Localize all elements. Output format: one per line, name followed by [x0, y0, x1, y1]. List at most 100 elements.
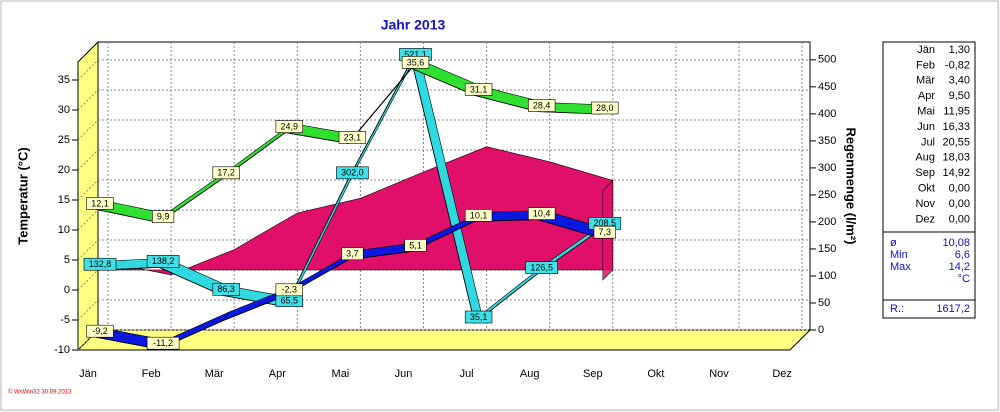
summary-month: Jän [917, 44, 935, 56]
y-tick-label: -5 [60, 314, 70, 326]
grid-line [77, 179, 99, 201]
data-label-box [527, 207, 556, 220]
data-label: 521,1 [404, 49, 427, 59]
summary-value: 0,00 [949, 198, 970, 210]
summary-total-label: R.: [890, 303, 904, 315]
grid-line [77, 209, 99, 231]
data-label-box [336, 166, 369, 180]
data-label-box [404, 239, 427, 252]
y2-tick-label: 400 [818, 108, 836, 120]
y2-tick-label: 250 [818, 189, 836, 201]
summary-month: Apr [918, 90, 935, 102]
data-label: 302,0 [341, 168, 364, 178]
summary-stat-value: 14,2 [949, 261, 970, 273]
data-label: 28,0 [596, 103, 614, 113]
data-label: 24,9 [281, 121, 299, 131]
data-label-box [146, 255, 180, 268]
data-label: 9,9 [157, 211, 170, 221]
data-label: 10,4 [533, 208, 551, 218]
data-label-box [86, 197, 114, 210]
x-tick-label: Okt [647, 368, 664, 380]
summary-stat-label: Min [890, 249, 908, 261]
y2-tick-label: 100 [818, 270, 836, 282]
summary-month: Nov [915, 198, 935, 210]
grid-line [77, 299, 99, 321]
summary-month: Aug [915, 152, 935, 164]
data-label: -2,3 [282, 285, 298, 295]
summary-value: 14,92 [942, 167, 970, 179]
data-label: -11,2 [153, 338, 173, 348]
summary-stat-label: ø [890, 237, 897, 249]
summary-value: 18,03 [942, 152, 970, 164]
data-label: -9,2 [92, 326, 108, 336]
y2-tick-label: 450 [818, 81, 836, 93]
y2-tick-label: 350 [818, 135, 836, 147]
data-label-box [146, 336, 180, 350]
grid-line [77, 269, 99, 291]
data-label-box [212, 166, 240, 180]
summary-month: Sep [915, 167, 935, 179]
data-label: 138,2 [152, 256, 175, 266]
y-tick-label: 20 [58, 164, 70, 176]
summary-value: 3,40 [949, 75, 970, 87]
grid-line [77, 329, 99, 351]
summary-unit: °C [958, 273, 970, 285]
chart-title: Jahr 2013 [381, 17, 446, 33]
x-tick-label: Apr [269, 368, 286, 380]
x-tick-label: Jun [395, 368, 413, 380]
y-tick-label: 10 [58, 224, 70, 236]
data-label-box [593, 225, 616, 239]
y-tick-label: 35 [58, 74, 70, 86]
data-label: 10,1 [470, 210, 488, 220]
data-label: 28,4 [533, 100, 551, 110]
y2-tick-label: 500 [818, 54, 836, 66]
summary-month: Mai [917, 106, 935, 118]
grid-line [77, 119, 99, 141]
x-tick-label: Jän [79, 368, 97, 380]
y2-tick-label: 200 [818, 216, 836, 228]
data-label: 86,3 [217, 284, 235, 294]
summary-month: Jun [917, 121, 935, 133]
y-tick-label: 30 [58, 104, 70, 116]
data-label-box [527, 99, 556, 112]
x-tick-label: Mai [332, 368, 350, 380]
summary-value: 1,30 [949, 44, 970, 56]
y2-tick-label: 300 [818, 162, 836, 174]
data-label-box [464, 83, 493, 96]
summary-value: 16,33 [942, 121, 970, 133]
y-tick-label: -10 [54, 344, 70, 356]
footer: © WsWin32 30.09.2013 [8, 389, 72, 396]
data-label-box [152, 210, 175, 223]
data-label-box [525, 261, 559, 274]
data-label-box [341, 247, 364, 261]
data-label: 126,5 [530, 263, 553, 273]
data-label: 208,5 [594, 218, 617, 228]
summary-value: 20,55 [942, 136, 970, 148]
data-label: 3,7 [346, 249, 359, 259]
x-tick-label: Sep [583, 368, 603, 380]
summary-month: Dez [915, 213, 935, 225]
summary-value: 0,00 [949, 213, 970, 225]
data-label-box [338, 131, 367, 144]
data-label-box [401, 56, 430, 69]
data-label: 7,3 [599, 227, 612, 237]
side-wall [77, 40, 99, 352]
data-label: 65,5 [281, 295, 299, 305]
summary-month: Feb [916, 59, 935, 71]
y-tick-label: 5 [64, 254, 70, 266]
grid-line [77, 149, 99, 171]
y-tick-label: 25 [58, 134, 70, 146]
grid-line [77, 89, 99, 111]
data-label: 17,2 [217, 168, 235, 178]
y2-axis-title: Regenmenge (l/m²) [844, 127, 859, 244]
data-label-box [464, 209, 493, 222]
grid-line [77, 59, 99, 81]
y2-tick-label: 50 [818, 297, 830, 309]
summary-value: 11,95 [943, 106, 970, 118]
data-label-box [464, 310, 493, 324]
summary-stat-label: Max [890, 261, 911, 273]
x-tick-label: Nov [709, 368, 729, 380]
data-label-box [591, 101, 619, 115]
x-tick-label: Jul [460, 368, 474, 380]
